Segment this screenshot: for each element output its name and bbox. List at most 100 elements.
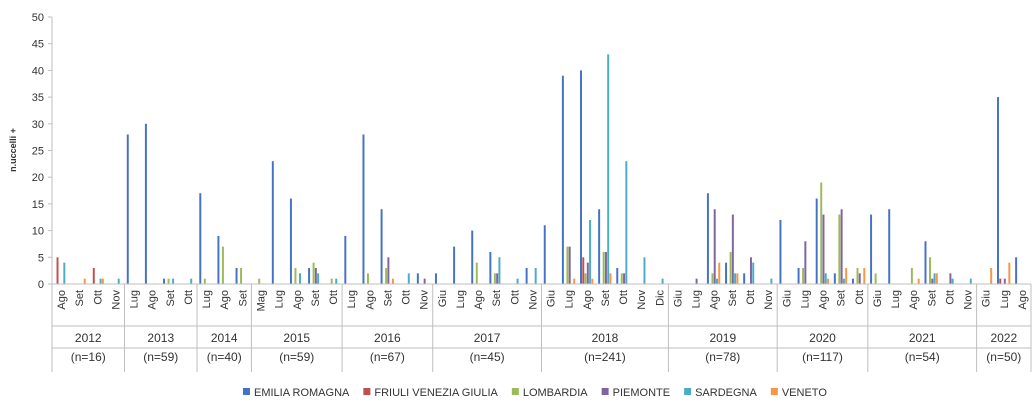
x-year-label: 2019 [709, 331, 736, 345]
bar [330, 278, 333, 284]
x-month-label: Dic [654, 290, 666, 306]
bar [1015, 257, 1018, 284]
legend-swatch [601, 388, 609, 395]
legend-label: FRIULI VENEZIA GIULIA [374, 387, 498, 399]
bar [625, 161, 628, 284]
bar [385, 267, 388, 284]
bar [990, 267, 993, 284]
bar [910, 267, 913, 284]
bar [496, 273, 499, 284]
bar [203, 278, 206, 284]
bar [752, 262, 755, 284]
bar [217, 235, 220, 284]
x-month-label: Ago [709, 290, 721, 310]
bar [743, 273, 746, 284]
x-month-label: Lug [129, 290, 141, 308]
x-month-label: Giu [981, 290, 993, 307]
bar [240, 267, 243, 284]
x-month-label: Ott [401, 290, 413, 305]
x-sample-size-label: (n=78) [705, 350, 740, 364]
bar [815, 198, 818, 284]
x-month-label: Mag [255, 290, 267, 311]
x-sample-size-label: (n=50) [986, 350, 1021, 364]
bar [851, 278, 854, 284]
x-month-label: Nov [527, 290, 539, 310]
bar [715, 278, 718, 284]
bar [493, 273, 496, 284]
legend-swatch [511, 388, 519, 395]
x-month-label: Lug [564, 290, 576, 308]
bar [931, 278, 934, 284]
x-month-label: Lug [691, 290, 703, 308]
y-axis: 0 5 10 15 20 25 30 35 40 45 50 [32, 12, 53, 291]
bar [391, 278, 394, 284]
bar [933, 273, 936, 284]
bar [163, 278, 166, 284]
x-month-label: Set [491, 290, 503, 307]
bar [144, 123, 147, 284]
bar [804, 241, 807, 284]
x-sample-size-label: (n=40) [207, 350, 242, 364]
bar [308, 267, 311, 284]
bar [566, 246, 569, 284]
x-month-label: Ago [147, 290, 159, 310]
bar [870, 214, 873, 284]
bar [598, 209, 601, 284]
bar [929, 257, 931, 284]
bar [999, 278, 1002, 284]
x-month-label: Giu [437, 290, 449, 307]
x-sample-size-label: (n=16) [71, 350, 106, 364]
x-year-label: 2015 [283, 331, 310, 345]
x-month-label: Lug [346, 290, 358, 308]
legend-swatch [243, 388, 250, 395]
x-month-label: Lug [890, 290, 902, 308]
bar [713, 209, 716, 284]
bar [126, 134, 129, 284]
bar [951, 278, 954, 284]
bar [83, 278, 86, 284]
bar [387, 257, 390, 284]
x-month-label: Set [237, 290, 249, 307]
bar [802, 267, 805, 284]
x-year-label: 2020 [809, 331, 836, 345]
bar [101, 278, 104, 284]
bar [117, 278, 120, 284]
bar [749, 257, 752, 284]
bar [711, 273, 714, 284]
bar [824, 273, 827, 284]
bar [935, 273, 938, 284]
x-month-label: Nov [110, 290, 122, 310]
x-month-label: Ott [854, 290, 866, 305]
x-sample-size-label: (n=59) [143, 350, 178, 364]
x-month-label: Lug [999, 290, 1011, 308]
bar [604, 251, 607, 284]
x-month-label: Giu [546, 290, 558, 307]
x-year-label: 2014 [211, 331, 238, 345]
bar [833, 273, 836, 284]
bar [534, 267, 537, 284]
x-sample-size-label: (n=117) [802, 350, 843, 364]
x-month-label: Set [74, 290, 86, 307]
bar [874, 273, 877, 284]
bar [643, 257, 646, 284]
x-sample-size-label: (n=241) [584, 350, 626, 364]
bar [335, 278, 338, 284]
bar [92, 267, 95, 284]
x-year-label: 2021 [909, 331, 936, 345]
bar [616, 267, 619, 284]
y-tick-label: 15 [32, 199, 44, 211]
bar [589, 219, 592, 284]
legend: EMILIA ROMAGNA FRIULI VENEZIA GIULIA LOMBA… [243, 387, 827, 399]
y-axis-label: n.uccelli + [8, 128, 18, 172]
bar [706, 193, 709, 284]
bar [609, 273, 612, 284]
bar [620, 273, 623, 284]
bar [623, 273, 626, 284]
x-year-label: 2016 [374, 331, 401, 345]
x-month-label: Nov [963, 290, 975, 310]
bar [312, 262, 315, 284]
bar [858, 273, 861, 284]
bar [190, 278, 193, 284]
x-axis-categories: Ago Set Ott Nov 2012 (n=16) Lug Ago Set Ott 2013 (n… [51, 283, 1032, 372]
x-month-label: Ott [618, 290, 630, 305]
